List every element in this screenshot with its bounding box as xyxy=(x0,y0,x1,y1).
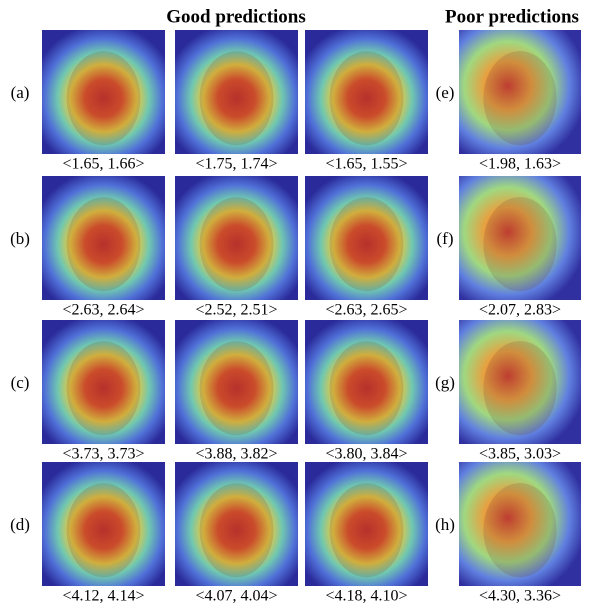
caption: <2.07, 2.83> xyxy=(479,302,561,319)
caption: <1.65, 1.66> xyxy=(62,156,144,173)
caption: <3.85, 3.03> xyxy=(479,446,561,463)
face xyxy=(67,483,141,577)
face xyxy=(330,341,404,435)
face xyxy=(483,483,556,577)
caption: <4.30, 3.36> xyxy=(479,588,561,605)
face xyxy=(67,197,141,291)
caption: <2.63, 2.65> xyxy=(325,302,407,319)
poor-heading: Poor predictions xyxy=(445,6,579,27)
face xyxy=(200,51,274,145)
row-label: (f) xyxy=(437,229,454,248)
caption: <2.63, 2.64> xyxy=(62,302,144,319)
face xyxy=(483,341,556,435)
caption: <4.12, 4.14> xyxy=(62,588,144,605)
caption: <4.18, 4.10> xyxy=(325,588,407,605)
face xyxy=(483,197,556,291)
caption: <3.80, 3.84> xyxy=(325,446,407,463)
row-label: (a) xyxy=(11,83,30,102)
face xyxy=(330,483,404,577)
row-label: (d) xyxy=(10,515,30,534)
caption: <1.65, 1.55> xyxy=(325,156,407,173)
face xyxy=(330,51,404,145)
row-label: (b) xyxy=(10,229,30,248)
face xyxy=(67,51,141,145)
face xyxy=(330,197,404,291)
face xyxy=(67,341,141,435)
figure: Good predictions Poor predictions (a) <1.… xyxy=(0,0,596,610)
face xyxy=(200,341,274,435)
row-label: (e) xyxy=(436,83,455,102)
face xyxy=(483,51,556,145)
row-label: (c) xyxy=(11,373,30,392)
caption: <1.98, 1.63> xyxy=(479,156,561,173)
caption: <4.07, 4.04> xyxy=(195,588,277,605)
face xyxy=(200,197,274,291)
face xyxy=(200,483,274,577)
good-heading: Good predictions xyxy=(166,6,306,27)
row-label: (h) xyxy=(435,515,455,534)
row-label: (g) xyxy=(435,373,455,392)
caption: <3.88, 3.82> xyxy=(195,446,277,463)
caption: <3.73, 3.73> xyxy=(62,446,144,463)
caption: <1.75, 1.74> xyxy=(195,156,277,173)
caption: <2.52, 2.51> xyxy=(195,302,277,319)
